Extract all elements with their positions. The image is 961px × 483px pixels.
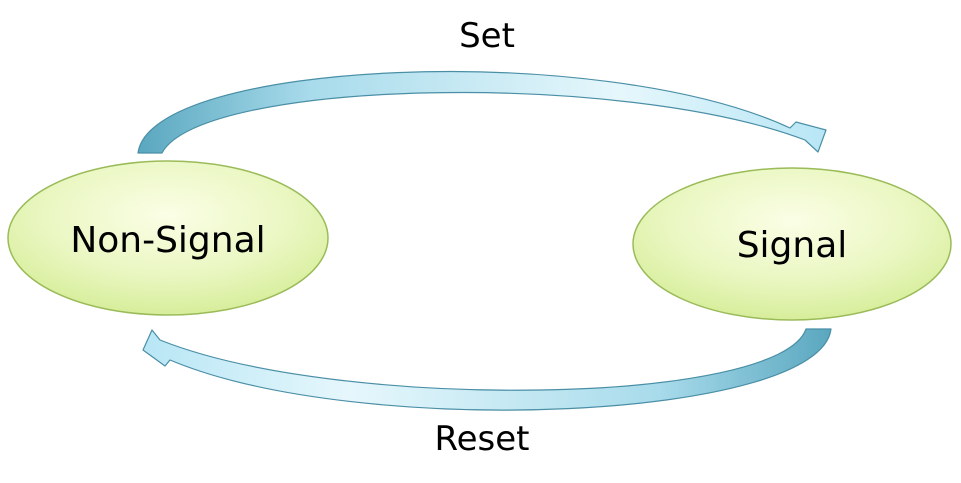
reset-arrow: [142, 328, 832, 411]
set-arrow: [137, 71, 827, 154]
edge-label-reset: Reset: [435, 419, 530, 459]
node-label-non-signal: Non-Signal: [70, 220, 265, 261]
node-non-signal: Non-Signal: [7, 160, 329, 316]
edge-label-set: Set: [459, 16, 515, 56]
node-signal: Signal: [632, 167, 952, 321]
node-label-signal: Signal: [737, 225, 848, 266]
